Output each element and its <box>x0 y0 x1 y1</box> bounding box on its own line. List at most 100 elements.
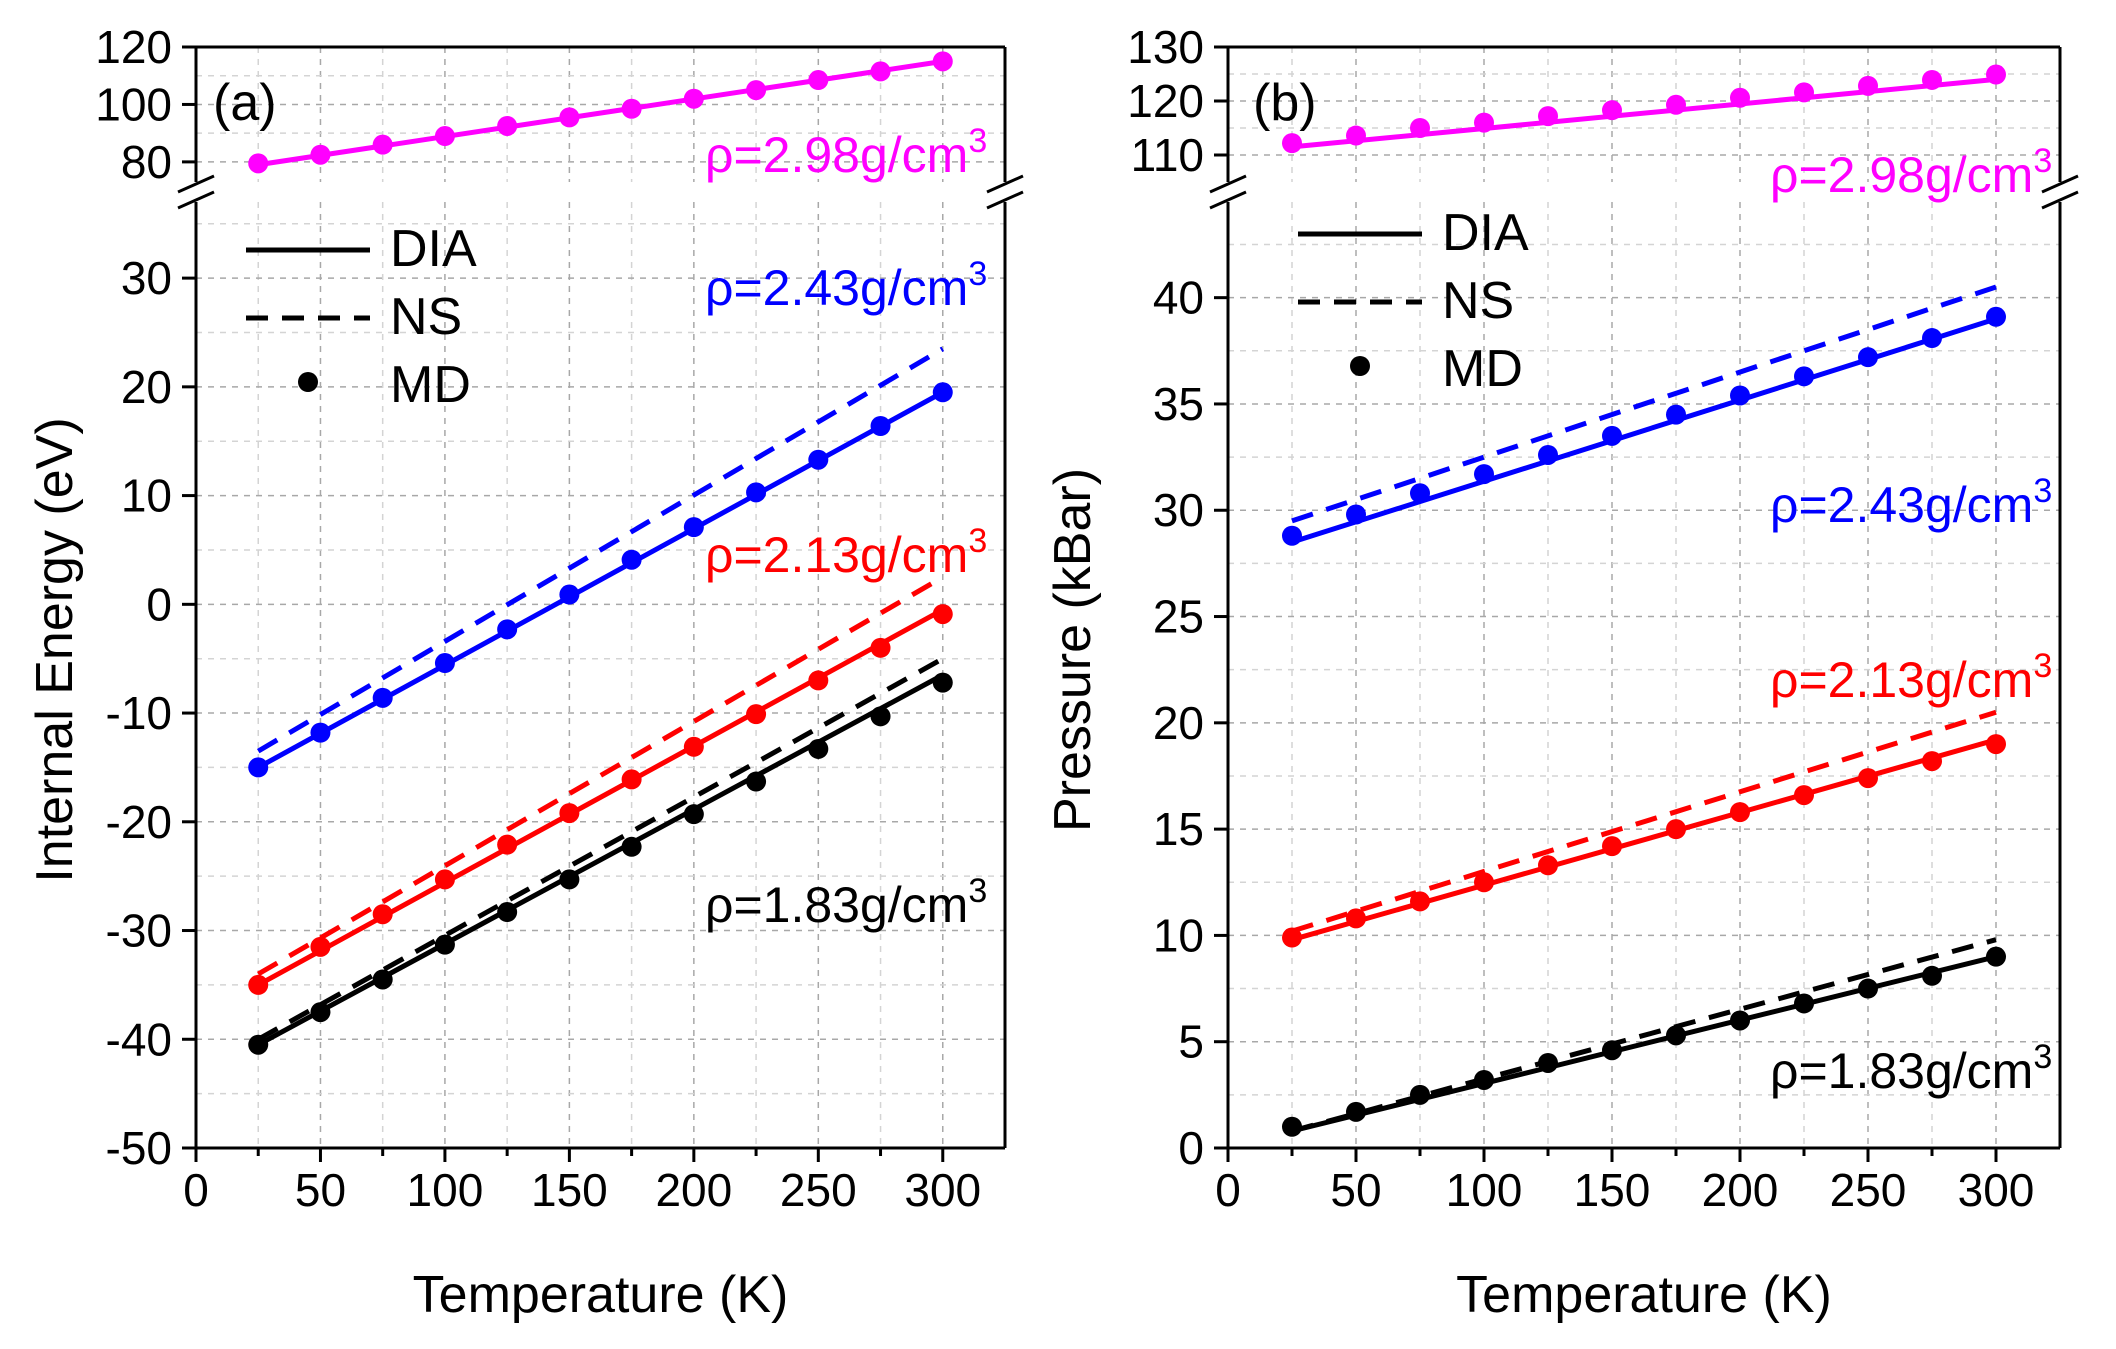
md-point <box>1666 94 1686 115</box>
x-axis-label: Temperature (K) <box>413 1266 789 1324</box>
density-label-superscript: 3 <box>2033 647 2052 685</box>
md-point <box>1858 978 1878 999</box>
ns-line <box>256 574 945 977</box>
x-tick-label: 250 <box>1830 1164 1907 1216</box>
md-point <box>683 804 704 825</box>
md-point <box>1346 125 1366 146</box>
md-point <box>248 1034 269 1055</box>
x-tick-label: 50 <box>295 1164 346 1216</box>
md-point <box>1538 855 1558 876</box>
md-point <box>1538 106 1558 127</box>
legend-swatch-marker <box>298 372 318 392</box>
dia-line <box>1291 76 1997 150</box>
md-point <box>434 934 455 955</box>
y-axis-label: Pressure (kBar) <box>1044 468 1102 832</box>
md-point <box>497 115 518 136</box>
legend: DIA NS MD <box>1298 204 1529 398</box>
md-point <box>932 672 953 693</box>
md-point <box>1410 118 1430 138</box>
md-point <box>434 653 455 674</box>
md-point <box>1602 100 1622 121</box>
y-tick-label: -30 <box>106 905 172 957</box>
md-point <box>497 834 518 855</box>
axis-break-mark <box>1209 190 1247 210</box>
ns-line <box>1291 709 1997 934</box>
md-point <box>621 98 642 119</box>
md-point <box>310 1002 331 1023</box>
md-point <box>497 619 518 640</box>
x-tick-label: 250 <box>780 1164 857 1216</box>
y-tick-label: 25 <box>1153 591 1204 643</box>
md-point <box>1986 306 2006 327</box>
dia-line <box>1291 954 1997 1134</box>
axis-break-mark <box>1209 174 1247 194</box>
panel-label: (b) <box>1253 74 1317 132</box>
y-tick-label: 10 <box>121 470 172 522</box>
ns-line <box>257 656 944 1042</box>
md-point <box>1282 133 1302 154</box>
dia-line <box>257 390 944 770</box>
md-point <box>1346 504 1366 525</box>
ticks: 0 50 100 150 200 250 300 0 5 10 15 20 25 30 35 40 110120… <box>1127 21 2034 1216</box>
md-point <box>1410 1084 1430 1105</box>
md-point <box>1602 1040 1622 1061</box>
md-point <box>310 936 331 957</box>
md-point <box>932 51 953 72</box>
series: ρ=2.98g/cm3 <box>1282 64 2052 203</box>
density-label-superscript: 3 <box>2033 472 2052 510</box>
md-point <box>1602 836 1622 857</box>
panel-label: (a) <box>213 74 277 132</box>
md-point <box>621 836 642 857</box>
series: ρ=2.13g/cm3 <box>248 522 987 995</box>
md-point <box>1346 1101 1366 1122</box>
md-point <box>1730 385 1750 406</box>
md-point <box>1794 82 1814 103</box>
md-point <box>1666 404 1686 425</box>
md-point <box>1858 347 1878 368</box>
grid <box>196 47 1005 1148</box>
density-label: ρ=2.13g/cm3 <box>1770 647 2052 708</box>
md-point <box>808 70 829 91</box>
density-label: ρ=2.43g/cm3 <box>705 255 987 316</box>
y-tick-label: 35 <box>1153 378 1204 430</box>
ns-line <box>1291 284 1997 524</box>
md-point <box>1794 785 1814 806</box>
y-tick-label: 120 <box>1127 75 1204 127</box>
axis-break-mark <box>2041 190 2079 210</box>
md-point <box>1730 1010 1750 1031</box>
md-point <box>1474 1069 1494 1090</box>
axes <box>177 45 1024 1150</box>
y-tick-label: 20 <box>1153 697 1204 749</box>
y-tick-label: 15 <box>1153 803 1204 855</box>
md-point <box>1474 872 1494 893</box>
md-point <box>1922 69 1942 90</box>
y-tick-label: 130 <box>1127 21 1204 73</box>
md-point <box>372 134 393 155</box>
md-point <box>1474 464 1494 485</box>
dia-line <box>1291 316 1997 545</box>
legend: DIA NS MD <box>246 220 477 414</box>
md-point <box>1794 993 1814 1014</box>
md-point <box>1602 425 1622 446</box>
x-tick-label: 0 <box>1215 1164 1241 1216</box>
density-label: ρ=2.43g/cm3 <box>1770 472 2052 533</box>
density-label: ρ=1.83g/cm3 <box>1770 1038 2052 1099</box>
legend-label: DIA <box>1442 204 1529 262</box>
x-tick-label: 200 <box>655 1164 732 1216</box>
x-tick-label: 200 <box>1702 1164 1779 1216</box>
density-label-superscript: 3 <box>968 255 987 293</box>
md-point <box>683 88 704 109</box>
md-point <box>1410 891 1430 912</box>
md-point <box>746 482 767 503</box>
axes <box>1209 45 2079 1150</box>
panel-a: 0 50 100 150 200 250 300 -50 -40 -30 -20 -10 0 10 20 30… <box>26 21 1024 1324</box>
md-point <box>310 144 331 165</box>
x-tick-label: 300 <box>904 1164 981 1216</box>
md-point <box>746 704 767 725</box>
y-tick-label: 110 <box>1131 129 1204 181</box>
axis-break-mark <box>986 174 1024 194</box>
y-tick-label: 0 <box>146 578 172 630</box>
axis-break-mark <box>986 190 1024 210</box>
md-point <box>1666 1025 1686 1046</box>
series: ρ=2.98g/cm3 <box>248 51 987 183</box>
